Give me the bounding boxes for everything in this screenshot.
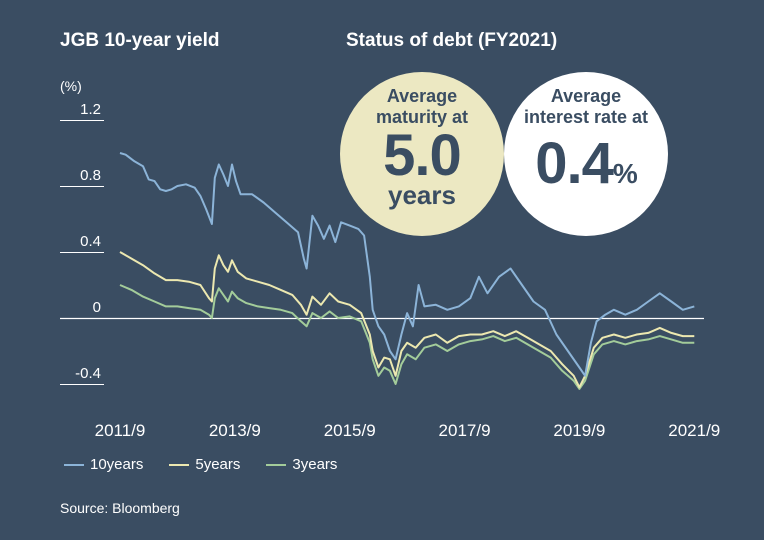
- maturity-unit: years: [388, 180, 456, 210]
- y-tick-label: 0.8: [80, 167, 101, 184]
- x-tick-label: 2013/9: [209, 421, 261, 440]
- average-maturity-badge: Average maturity at 5.0 years: [340, 72, 504, 236]
- y-tick-label: 0.4: [80, 233, 101, 250]
- average-interest-rate-badge: Average interest rate at 0.4%: [504, 72, 668, 236]
- legend-item-10years: 10years: [64, 456, 143, 473]
- interest-label-line1: Average: [550, 86, 622, 106]
- legend-swatch-5years: [169, 463, 190, 466]
- interest-label-line2: interest rate at: [523, 107, 649, 127]
- legend-swatch-10years: [64, 463, 84, 466]
- x-tick-label: 2011/9: [95, 421, 146, 440]
- x-tick-label: 2019/9: [553, 421, 605, 440]
- legend-swatch-3years: [266, 463, 287, 466]
- legend-item-5years: 5years: [169, 456, 240, 473]
- legend: 10years 5years 3years: [64, 456, 337, 473]
- maturity-label-line1: Average: [386, 86, 458, 106]
- x-tick-label: 2021/9: [668, 421, 720, 440]
- x-tick-label: 2017/9: [439, 421, 491, 440]
- legend-label-5years: 5years: [195, 456, 241, 473]
- interest-unit: %: [612, 158, 638, 189]
- debt-status-title: Status of debt (FY2021): [346, 30, 558, 51]
- interest-value: 0.4: [535, 131, 614, 196]
- y-tick-label: 0: [93, 299, 101, 316]
- x-tick-label: 2015/9: [324, 421, 376, 440]
- legend-item-3years: 3years: [266, 456, 337, 473]
- y-tick-label: -0.4: [75, 365, 101, 382]
- maturity-label: Average maturity at: [376, 86, 468, 128]
- series-line-10years: [119, 152, 695, 377]
- y-tick-label: 1.2: [80, 101, 101, 118]
- source-note: Source: Bloomberg: [60, 500, 180, 516]
- interest-label: Average interest rate at: [524, 86, 648, 128]
- series-line-5years: [119, 251, 695, 389]
- chart-title: JGB 10-year yield: [60, 30, 220, 51]
- legend-label-3years: 3years: [292, 456, 338, 473]
- legend-label-10years: 10years: [90, 456, 144, 473]
- maturity-label-line2: maturity at: [375, 107, 469, 127]
- maturity-value: 5.0: [383, 123, 462, 188]
- series-line-3years: [119, 284, 695, 390]
- y-axis-unit: (%): [60, 78, 82, 94]
- interest-value-row: 0.4%: [535, 135, 638, 202]
